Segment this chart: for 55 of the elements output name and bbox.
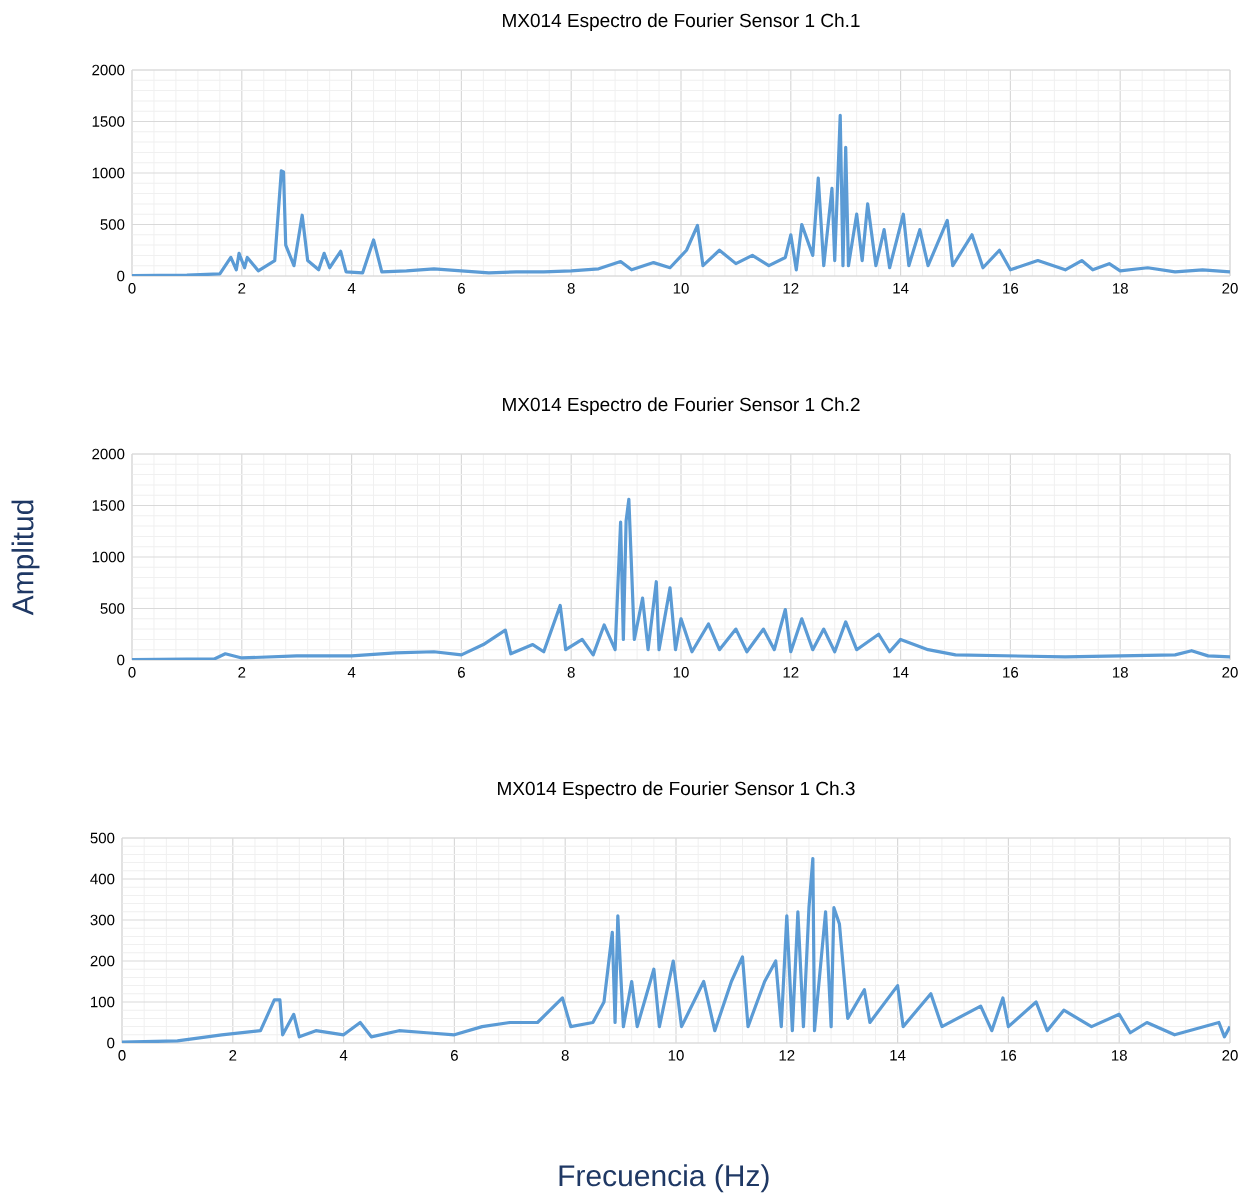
x-tick-label: 0 (128, 283, 136, 294)
chart-title: MX014 Espectro de Fourier Sensor 1 Ch.1 (503, 13, 860, 31)
x-tick-label: 12 (779, 1050, 795, 1061)
y-tick-label: 0 (117, 270, 125, 282)
x-tick-label: 8 (567, 283, 575, 294)
y-tick-label: 500 (100, 603, 125, 614)
y-tick-label: 2000 (92, 448, 125, 460)
x-tick-label: 10 (673, 667, 689, 678)
x-tick-label: 18 (1111, 1050, 1127, 1061)
y-axis-title: Amplitud (11, 500, 40, 616)
x-tick-label: 14 (893, 283, 909, 294)
x-tick-label: 18 (1112, 667, 1128, 678)
x-tick-label: 20 (1222, 283, 1238, 294)
x-tick-label: 14 (890, 1050, 906, 1061)
x-tick-label: 2 (229, 1050, 237, 1061)
x-tick-label: 4 (347, 283, 356, 294)
x-tick-label: 6 (450, 1050, 458, 1061)
chart-title: MX014 Espectro de Fourier Sensor 1 Ch.3 (498, 781, 855, 799)
y-tick-label: 1000 (92, 167, 125, 179)
x-tick-label: 8 (561, 1050, 569, 1061)
x-tick-label: 12 (783, 283, 799, 294)
x-tick-label: 2 (238, 283, 246, 294)
x-tick-label: 4 (339, 1050, 348, 1061)
y-tick-label: 1500 (92, 116, 125, 127)
x-axis-title: Frecuencia (Hz) (559, 1164, 769, 1193)
line-series (122, 856, 1230, 1043)
y-tick-label: 400 (90, 873, 115, 885)
y-tick-label: 500 (100, 219, 125, 230)
y-tick-label: 300 (90, 914, 115, 926)
y-tick-label: 1000 (92, 551, 125, 563)
y-tick-label: 200 (90, 955, 115, 967)
y-tick-label: 0 (107, 1037, 115, 1049)
line-series (132, 113, 1231, 276)
x-tick-label: 16 (1003, 283, 1019, 294)
y-tick-label: 1500 (92, 500, 125, 511)
x-tick-label: 12 (783, 667, 799, 678)
chart-title: MX014 Espectro de Fourier Sensor 1 Ch.2 (503, 397, 860, 415)
x-tick-label: 8 (567, 667, 575, 678)
x-tick-label: 4 (347, 667, 356, 678)
y-tick-label: 0 (117, 654, 125, 666)
x-tick-label: 10 (668, 1050, 684, 1061)
x-tick-label: 20 (1222, 1050, 1238, 1061)
x-tick-label: 14 (893, 667, 909, 678)
x-tick-label: 6 (457, 283, 465, 294)
y-tick-label: 100 (91, 996, 115, 1008)
x-tick-label: 16 (1001, 1050, 1017, 1061)
x-tick-label: 0 (128, 667, 136, 678)
x-tick-label: 18 (1112, 283, 1128, 294)
x-tick-label: 6 (457, 667, 465, 678)
y-tick-label: 500 (90, 832, 115, 844)
y-tick-label: 2000 (92, 64, 125, 76)
x-tick-label: 2 (238, 667, 246, 678)
x-tick-label: 10 (673, 283, 689, 294)
x-tick-label: 20 (1222, 667, 1238, 678)
x-tick-label: 16 (1003, 667, 1019, 678)
